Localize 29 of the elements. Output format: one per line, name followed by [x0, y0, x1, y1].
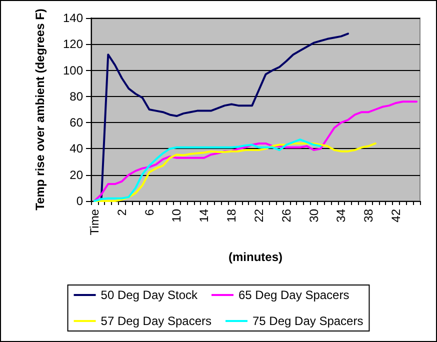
x-tick-label: 2 [114, 208, 129, 216]
x-tick-label: 34 [334, 208, 348, 222]
x-tick-label: 6 [142, 208, 156, 216]
x-tick-label: 26 [279, 208, 294, 222]
x-axis-title: (minutes) [228, 250, 283, 264]
x-tick-label: 42 [389, 208, 404, 222]
legend-label: 75 Deg Day Spacers [252, 314, 364, 328]
x-tick-label: 30 [306, 208, 321, 222]
legend-label: 57 Deg Day Spacers [100, 314, 212, 328]
x-tick-label: 10 [170, 208, 184, 222]
y-axis-title: Temp rise over ambient (degrees F) [33, 8, 47, 210]
x-tick-label: 22 [252, 208, 266, 222]
line-series [93, 142, 376, 202]
y-tick-label: 20 [70, 168, 84, 182]
y-tick-label: 40 [70, 142, 84, 156]
y-tick-label: 120 [62, 37, 84, 52]
line-series [93, 100, 418, 202]
x-tick-label: 14 [197, 208, 212, 222]
legend-label: 50 Deg Day Stock [100, 288, 198, 302]
y-tick-label: 100 [62, 63, 84, 78]
x-tick-label: 18 [224, 208, 239, 222]
y-tick-label: 80 [70, 89, 84, 104]
y-tick-label: 140 [62, 11, 84, 25]
legend-label: 65 Deg Day Spacers [238, 288, 350, 302]
y-tick-label: 60 [70, 116, 84, 130]
line-series [93, 138, 322, 202]
x-tick-label: Time [87, 208, 102, 236]
x-tick-label: 38 [362, 208, 376, 222]
y-tick-label: 0 [76, 194, 84, 208]
